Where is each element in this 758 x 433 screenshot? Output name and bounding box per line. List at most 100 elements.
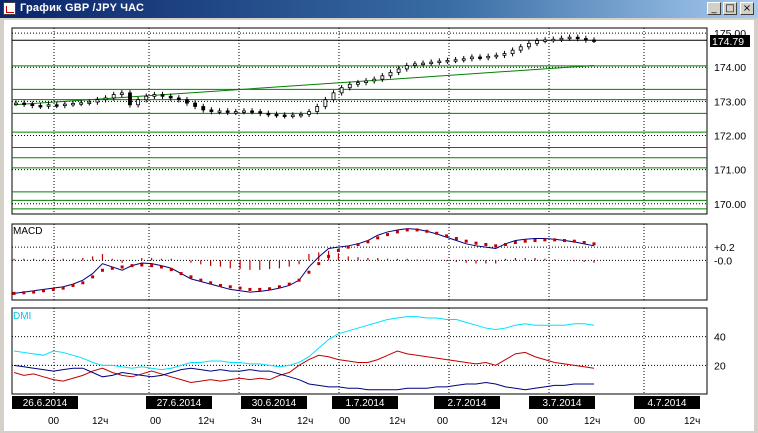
candle-body: [258, 111, 263, 114]
macd-signal-point: [346, 245, 350, 249]
macd-signal-point: [415, 228, 419, 232]
candle-body: [30, 103, 35, 107]
candle-body: [486, 55, 491, 59]
dmi-tick-label: 20: [714, 360, 726, 372]
macd-signal-point: [327, 254, 331, 258]
dmi-adx-line: [13, 316, 595, 371]
macd-signal-point: [100, 268, 104, 272]
price-tick-label: 170.00: [714, 199, 746, 211]
dmi-label: DMI: [13, 311, 31, 322]
macd-signal-point: [523, 239, 527, 243]
macd-signal-point: [366, 240, 370, 244]
macd-signal-point: [159, 265, 163, 269]
candle-body: [160, 94, 165, 97]
macd-signal-point: [405, 228, 409, 232]
macd-signal-point: [169, 268, 173, 272]
hour-label: 00: [48, 416, 60, 427]
macd-signal-point: [435, 231, 439, 235]
candle-body: [87, 101, 92, 104]
candle-body: [274, 113, 279, 117]
macd-signal-point: [150, 264, 154, 268]
date-label: 3.7.2014: [543, 398, 582, 409]
candle-body: [559, 37, 564, 41]
candle-body: [323, 99, 328, 107]
macd-signal-point: [297, 278, 301, 282]
macd-signal-point: [61, 286, 65, 290]
macd-line: [13, 228, 595, 294]
macd-signal-point: [199, 278, 203, 282]
macd-signal-point: [91, 275, 95, 279]
candle-body: [79, 102, 84, 105]
date-label: 2.7.2014: [448, 398, 487, 409]
macd-signal-point: [307, 270, 311, 274]
macd-signal-point: [277, 285, 281, 289]
date-badge: [434, 396, 500, 409]
macd-signal-point: [356, 242, 360, 246]
macd-signal-point: [130, 264, 134, 268]
hour-label: 00: [437, 416, 449, 427]
macd-signal-point: [209, 281, 213, 285]
candle-body: [583, 38, 588, 41]
date-label: 30.6.2014: [252, 398, 297, 409]
candle-body: [152, 94, 157, 97]
macd-signal-point: [464, 239, 468, 243]
candle-body: [250, 110, 254, 113]
macd-signal-point: [533, 239, 537, 243]
dmi-plus-di-line: [13, 350, 595, 384]
candle-body: [535, 40, 539, 44]
hour-label: 00: [339, 416, 351, 427]
candle-body: [453, 59, 458, 62]
candle-body: [339, 87, 344, 94]
macd-signal-point: [317, 262, 321, 266]
macd-tick-label: -0.0: [714, 255, 732, 267]
candle-body: [331, 92, 336, 101]
hour-label: 12ч: [198, 416, 214, 427]
dmi-minus-di-line: [13, 364, 594, 391]
macd-signal-point: [32, 290, 36, 294]
date-badge: [146, 396, 212, 409]
macd-signal-point: [179, 272, 183, 276]
candle-body: [95, 99, 100, 103]
macd-signal-point: [218, 283, 222, 287]
candle-body: [567, 36, 572, 40]
candle-body: [103, 97, 108, 101]
candle-body: [128, 92, 132, 106]
candle-body: [388, 71, 393, 77]
candle-body: [469, 56, 474, 60]
candle-body: [54, 104, 59, 107]
title-bar[interactable]: График GBP /JPY ЧАС _ □ ×: [0, 0, 758, 18]
candle-body: [71, 103, 75, 106]
macd-signal-point: [513, 241, 517, 245]
candle-body: [282, 114, 287, 117]
macd-signal-point: [22, 291, 26, 295]
candle-body: [372, 78, 377, 82]
macd-signal-point: [445, 234, 449, 238]
macd-signal-point: [41, 289, 45, 293]
candle-body: [266, 112, 271, 116]
time-axis: 26.6.2014 27.6.2014 30.6.2014 1.7.2014 2.7.2…: [12, 396, 700, 427]
candle-body: [494, 54, 499, 58]
candle-body: [233, 111, 238, 114]
candle-body: [185, 99, 189, 104]
hour-label: 12ч: [389, 416, 405, 427]
candle-body: [168, 95, 173, 99]
minimize-button[interactable]: _: [707, 2, 721, 15]
hour-label: 12ч: [491, 416, 507, 427]
macd-tick-label: +0.2: [714, 242, 735, 254]
candle-body: [592, 39, 596, 42]
candle-body: [144, 95, 149, 101]
macd-signal-point: [12, 291, 16, 295]
candle-body: [111, 94, 116, 99]
candle-body: [502, 53, 507, 56]
candle-body: [38, 105, 43, 108]
date-label: 27.6.2014: [157, 398, 202, 409]
close-button[interactable]: ×: [740, 2, 754, 15]
maximize-button[interactable]: □: [723, 2, 737, 15]
candle-body: [290, 114, 295, 117]
candle-body: [526, 42, 531, 48]
hour-label: 00: [634, 416, 646, 427]
macd-signal-point: [110, 266, 114, 270]
candle-body: [380, 75, 385, 80]
candle-body: [445, 60, 450, 63]
